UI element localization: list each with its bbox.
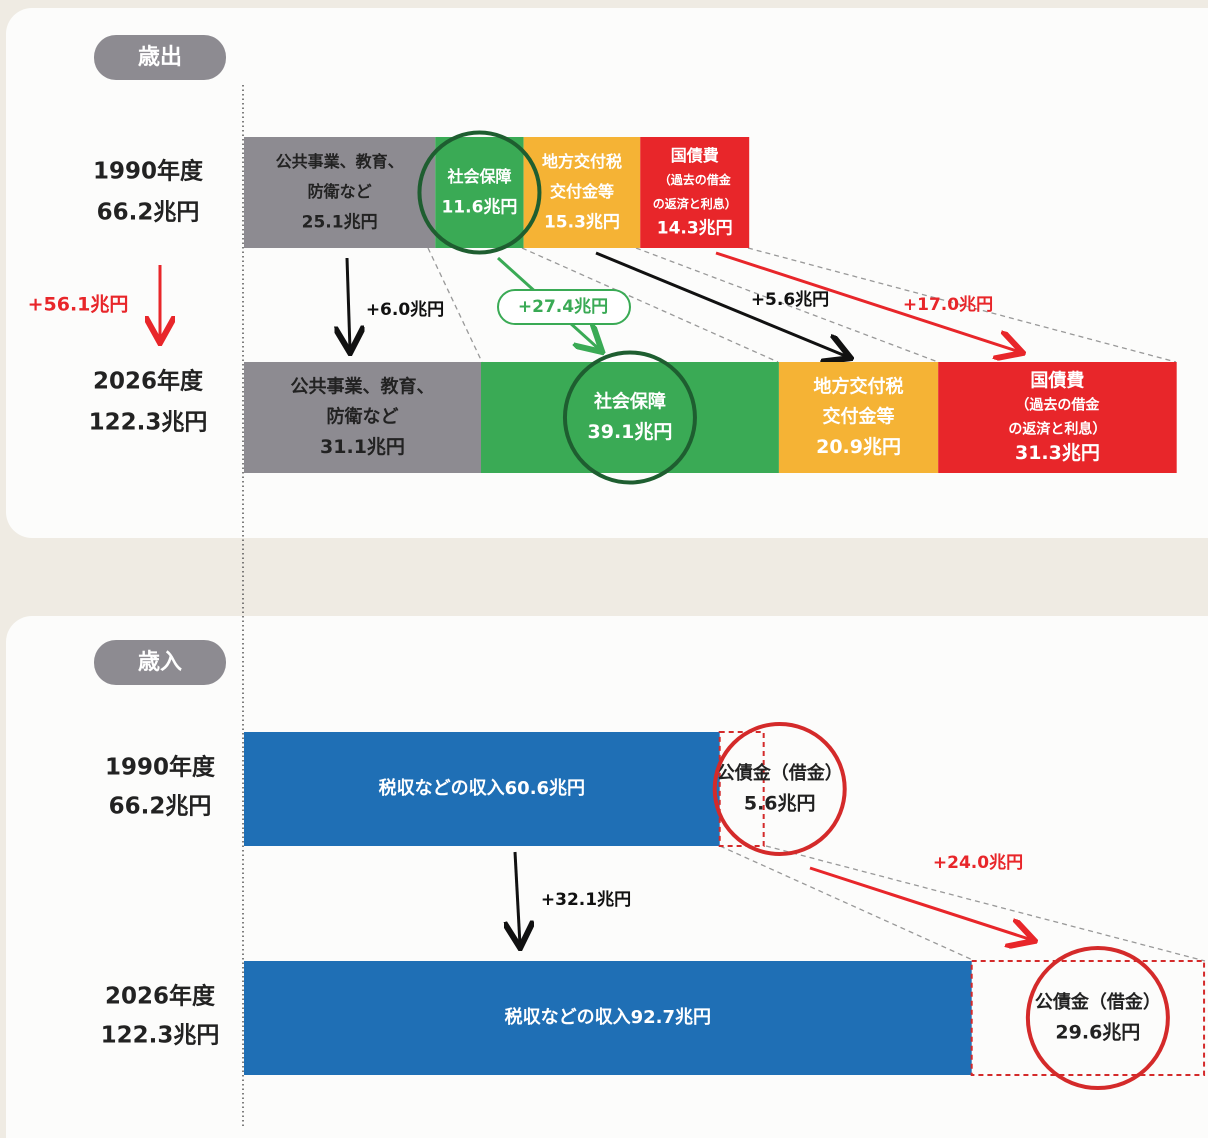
segment-label: 31.1兆円 bbox=[320, 436, 405, 458]
segment-label: （過去の借金 bbox=[1015, 396, 1100, 413]
total-label: 66.2兆円 bbox=[109, 794, 212, 820]
segment-label: 地方交付税 bbox=[542, 152, 622, 171]
total-change: +56.1兆円 bbox=[28, 294, 129, 316]
segment-label: 交付金等 bbox=[550, 182, 614, 201]
bar-segment bbox=[480, 362, 779, 473]
year-label: 1990年度 bbox=[93, 158, 204, 185]
year-label: 2026年度 bbox=[105, 983, 216, 1010]
change-label: +27.4兆円 bbox=[518, 297, 608, 317]
bar-segment bbox=[523, 137, 641, 248]
segment-label: 交付金等 bbox=[823, 406, 895, 428]
segment-label: 39.1兆円 bbox=[588, 421, 673, 443]
bar-segment bbox=[778, 362, 939, 473]
segment-label: 公共事業、教育、 bbox=[276, 152, 404, 171]
tab-label: 歳出 bbox=[138, 45, 182, 70]
highlight-circle bbox=[417, 130, 542, 255]
segment-label: 公債金（借金） bbox=[1035, 991, 1161, 1013]
total-label: 122.3兆円 bbox=[101, 1023, 220, 1049]
segment-label: 社会保障 bbox=[446, 167, 511, 186]
segment-label: 地方交付税 bbox=[814, 376, 904, 398]
segment-label: 公債金（借金） bbox=[717, 762, 843, 784]
bar-segment bbox=[244, 362, 481, 473]
segment-label: 14.3兆円 bbox=[657, 219, 733, 239]
segment-label: 税収などの収入60.6兆円 bbox=[379, 777, 585, 799]
bar-segment bbox=[244, 137, 436, 248]
bar-segment bbox=[938, 362, 1177, 473]
bar-segment bbox=[435, 137, 524, 248]
segment-label: 国債費 bbox=[1030, 369, 1084, 391]
year-label: 2026年度 bbox=[93, 368, 204, 395]
bar-segment bbox=[244, 961, 972, 1075]
segment-label: 29.6兆円 bbox=[1055, 1022, 1140, 1044]
total-label: 66.2兆円 bbox=[97, 200, 200, 226]
tab bbox=[94, 35, 226, 80]
segment-label: 防衛など bbox=[326, 406, 398, 428]
change-box bbox=[497, 289, 631, 325]
segment-label: 20.9兆円 bbox=[816, 436, 901, 458]
change-label: +5.6兆円 bbox=[751, 290, 829, 310]
segment-label: 5.6兆円 bbox=[744, 793, 816, 815]
year-label: 1990年度 bbox=[105, 754, 216, 781]
highlight-circle bbox=[1025, 946, 1170, 1090]
segment-label: 31.3兆円 bbox=[1015, 442, 1100, 464]
bar-segment bbox=[718, 731, 765, 847]
segment-label: の返済と利息） bbox=[653, 196, 737, 211]
change-label: +6.0兆円 bbox=[366, 300, 444, 320]
bar-segment bbox=[970, 960, 1206, 1076]
segment-label: 国債費 bbox=[671, 146, 719, 165]
total-label: 122.3兆円 bbox=[89, 410, 208, 436]
segment-label: （過去の借金 bbox=[659, 172, 732, 187]
segment-label: 社会保障 bbox=[594, 391, 666, 413]
connectors bbox=[427, 247, 1206, 962]
change-label: +17.0兆円 bbox=[903, 295, 993, 315]
highlight-circle bbox=[712, 722, 847, 856]
segment-label: 税収などの収入92.7兆円 bbox=[505, 1006, 711, 1028]
bar-segment bbox=[640, 137, 750, 248]
tab bbox=[94, 640, 226, 685]
change-label: +32.1兆円 bbox=[541, 890, 631, 910]
segment-label: 防衛など bbox=[308, 182, 372, 201]
bar-segment bbox=[244, 732, 720, 846]
segment-label: の返済と利息） bbox=[1008, 421, 1106, 438]
tab-label: 歳入 bbox=[138, 650, 182, 675]
segment-label: 25.1兆円 bbox=[302, 213, 378, 233]
segment-label: 11.6兆円 bbox=[441, 198, 517, 218]
change-label: +24.0兆円 bbox=[933, 853, 1023, 873]
segment-label: 15.3兆円 bbox=[544, 213, 620, 233]
highlight-circle bbox=[562, 350, 697, 485]
segment-label: 公共事業、教育、 bbox=[290, 376, 434, 398]
